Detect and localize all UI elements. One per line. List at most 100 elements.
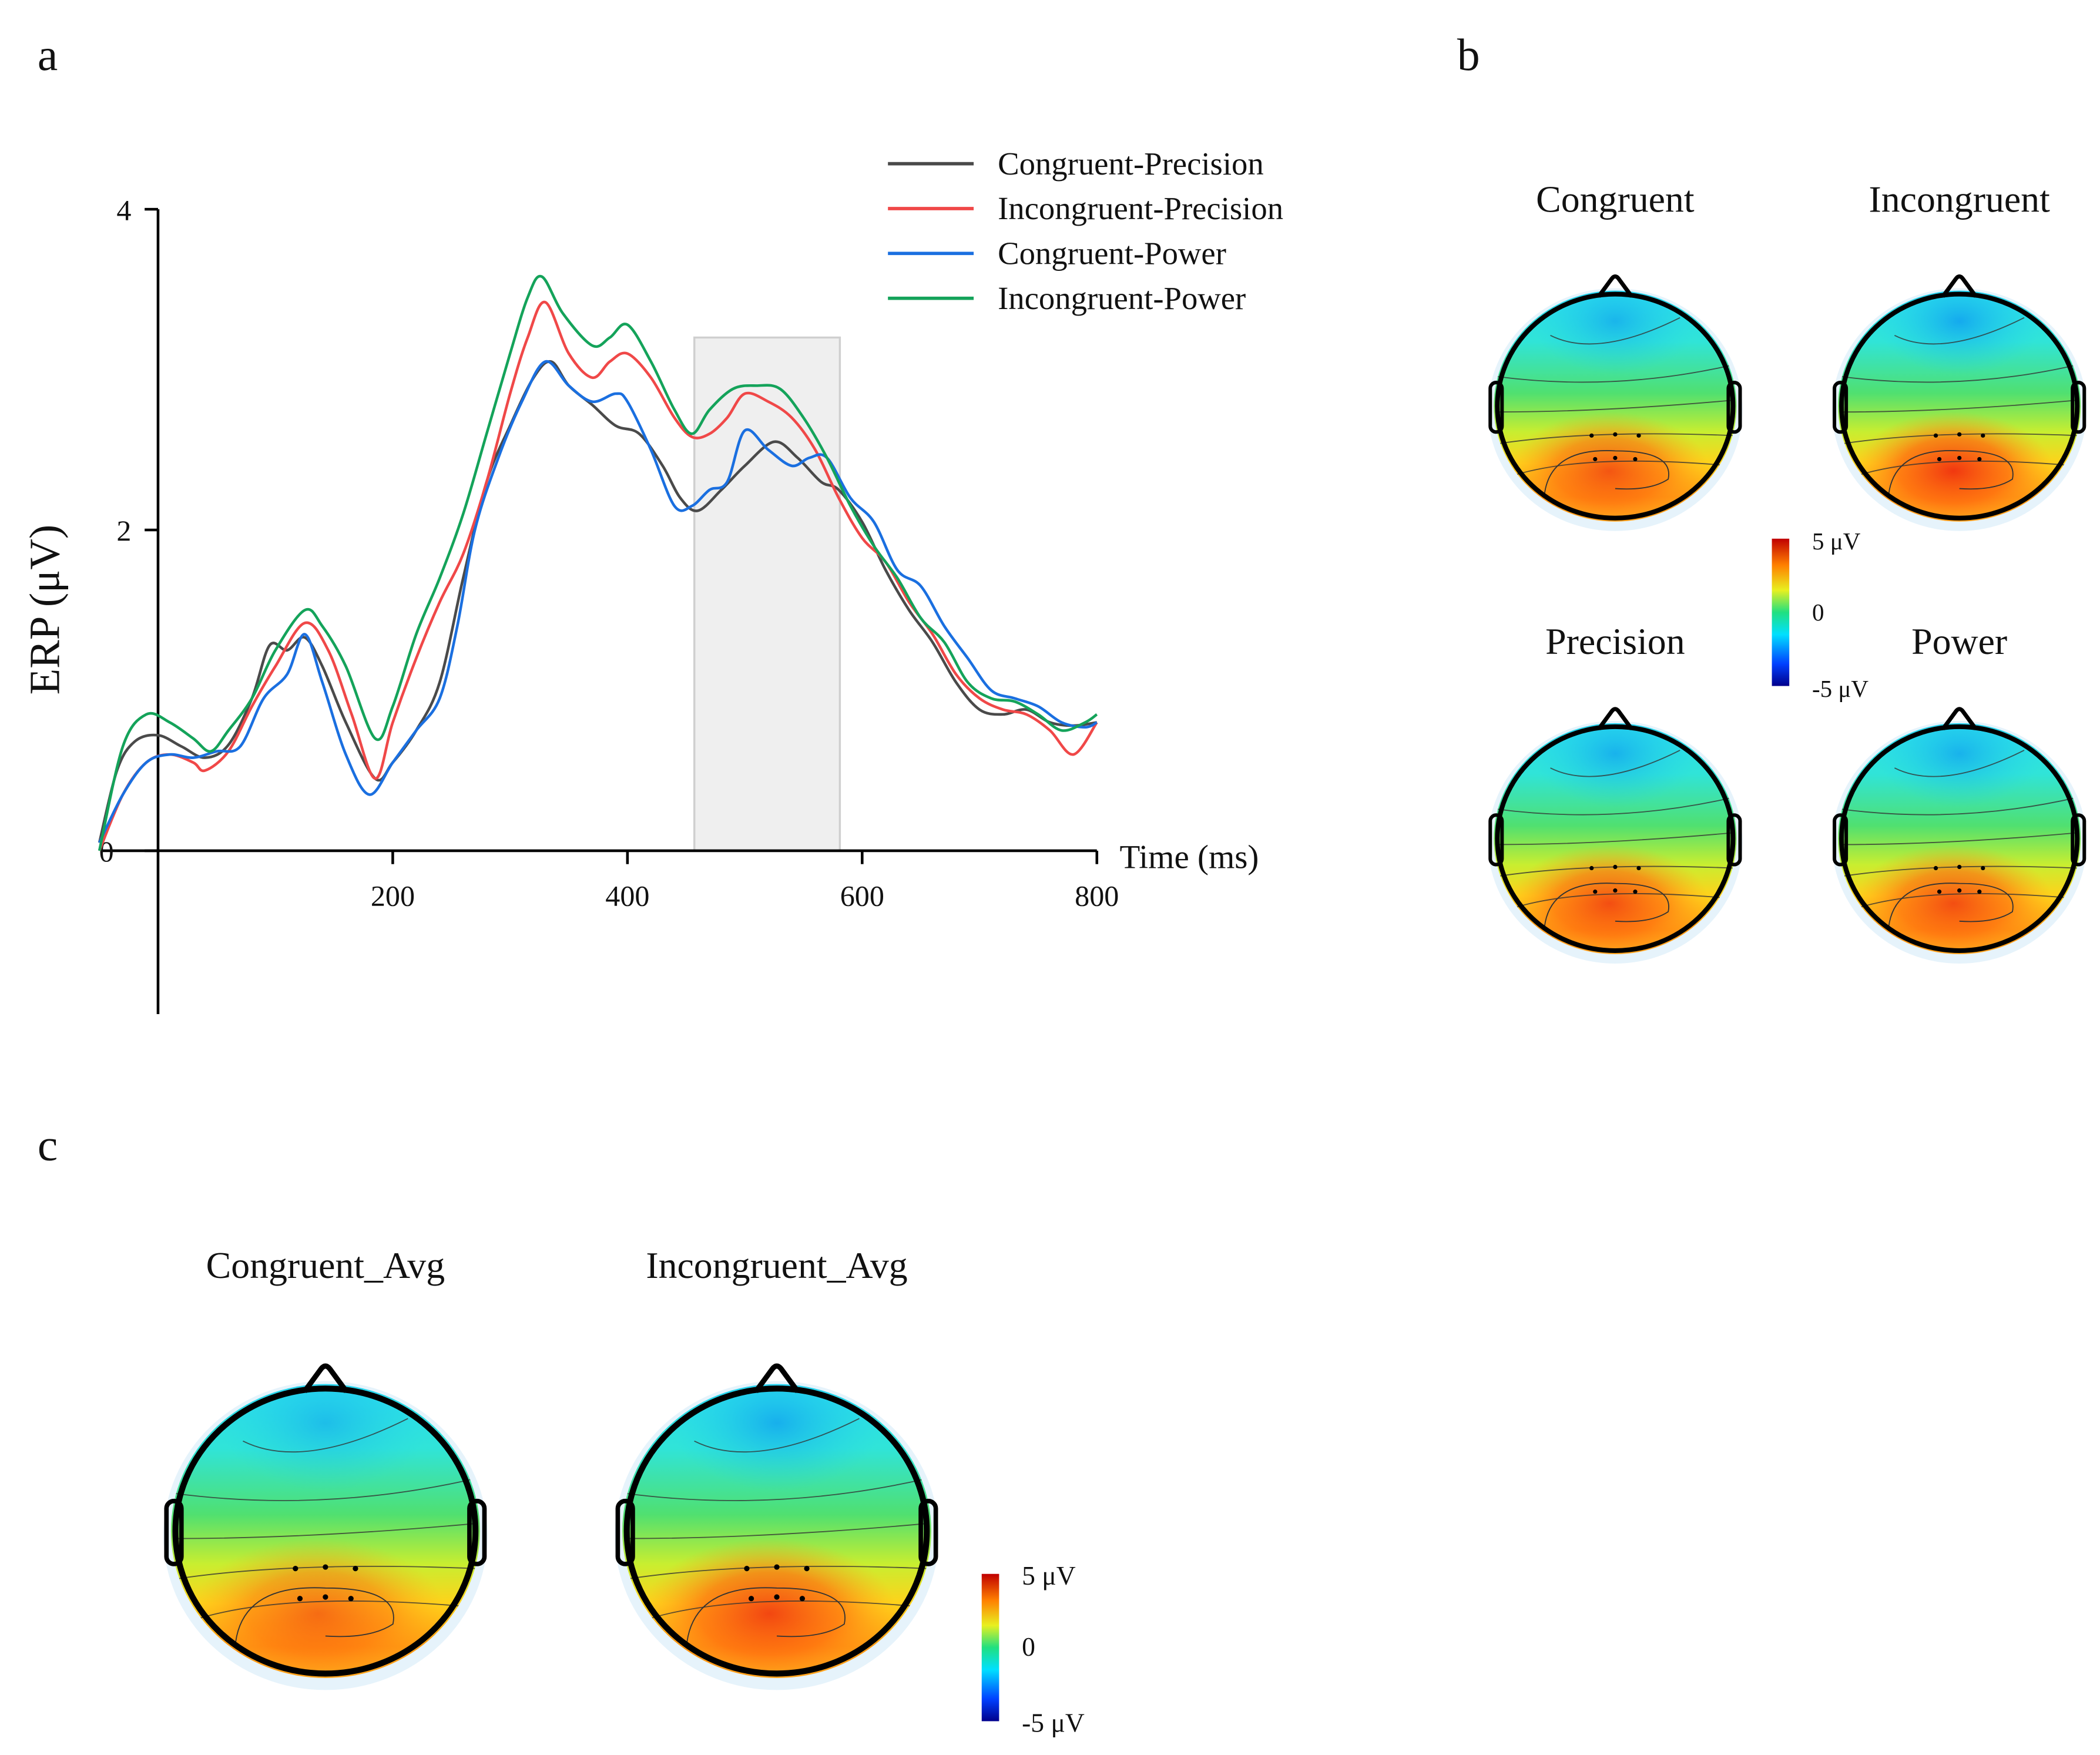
electrode-dot xyxy=(1633,457,1638,462)
contour-line xyxy=(1544,450,1669,495)
series-line-congruent-power xyxy=(98,360,1098,844)
ear-outline xyxy=(1488,813,1504,867)
contour-line xyxy=(686,1587,846,1644)
scalp-map xyxy=(1494,290,1737,522)
x-tick-label: 200 xyxy=(371,879,415,912)
scalp-map xyxy=(1838,290,2081,522)
electrode-dot xyxy=(1593,457,1598,462)
contour-line xyxy=(175,1565,476,1580)
contour-line xyxy=(1497,865,1733,877)
contour-line xyxy=(175,1478,476,1501)
ear-outline xyxy=(1833,381,1849,434)
y-tick-label: 2 xyxy=(116,514,131,547)
head-outline xyxy=(1839,291,2080,521)
contour-line xyxy=(1888,450,2014,495)
electrode-dot xyxy=(1977,890,1982,894)
scalp-map xyxy=(1838,723,2081,954)
electrode-dot xyxy=(1977,457,1982,462)
electrode-dot xyxy=(1589,433,1594,438)
colorbar-min-label: -5 μV xyxy=(1812,675,1868,702)
nose-outline xyxy=(302,1363,349,1394)
topomap-title: Incongruent xyxy=(1869,179,2051,220)
contour-line xyxy=(243,1418,408,1453)
contour-line xyxy=(1841,400,2078,413)
x-tick-label: 800 xyxy=(1075,879,1119,912)
contour-line xyxy=(1544,882,1669,927)
electrode-dot xyxy=(297,1596,303,1602)
ear-outline xyxy=(918,1498,938,1566)
contour-line xyxy=(1841,865,2078,877)
topomap-precision: Precision xyxy=(1488,620,1743,964)
topomap-congruent: Congruent xyxy=(1488,179,1743,531)
contour-line xyxy=(1841,433,2078,445)
contour-line xyxy=(1894,750,2025,777)
colorbar-min-label: -5 μV xyxy=(1022,1708,1085,1738)
ear-outline xyxy=(467,1498,487,1566)
electrode-dot xyxy=(1981,865,1985,871)
panel-label-b: b xyxy=(1457,29,1480,80)
nose-outline xyxy=(1596,707,1633,730)
electrode-dot xyxy=(1957,455,1962,461)
electrode-dot xyxy=(804,1566,810,1572)
topomap-title: Power xyxy=(1911,620,2007,662)
electrode-dot xyxy=(1593,890,1598,894)
colorbar: 5 μV 0 -5 μV xyxy=(1772,528,1868,702)
contour-line xyxy=(1894,317,2025,345)
electrode-dot xyxy=(1633,890,1638,894)
colorbar-mid-label: 0 xyxy=(1812,599,1824,626)
electrode-dot xyxy=(799,1596,806,1602)
legend-label-congruent-precision: Congruent-Precision xyxy=(998,146,1264,182)
nose-outline xyxy=(1941,274,1978,298)
y-axis-label: ERP (μV) xyxy=(21,525,68,695)
series-line-congruent-precision xyxy=(98,360,1098,843)
legend-label-congruent-power: Congruent-Power xyxy=(998,236,1226,271)
x-tick-label: 400 xyxy=(605,879,649,912)
series-line-incongruent-precision xyxy=(98,301,1098,851)
panel-label-c: c xyxy=(38,1119,58,1170)
electrode-dot xyxy=(1937,890,1942,894)
legend-label-incongruent-precision: Incongruent-Precision xyxy=(998,190,1283,226)
scalp-map xyxy=(1494,723,1737,954)
electrode-dot xyxy=(1933,865,1938,871)
ear-outline xyxy=(2071,381,2086,434)
colorbar: 5 μV 0 -5 μV xyxy=(981,1561,1085,1738)
contour-line xyxy=(1497,433,1733,445)
contour-line xyxy=(1853,460,2066,478)
ear-outline xyxy=(1726,813,1742,867)
electrode-dot xyxy=(323,1564,328,1570)
contour-line xyxy=(626,1565,927,1580)
topomap-incongruent_avg: Incongruent_Avg xyxy=(615,1244,939,1690)
electrode-dot xyxy=(1636,865,1641,871)
topomap-title: Incongruent_Avg xyxy=(646,1244,907,1286)
contour-line xyxy=(1841,364,2078,383)
topomap-congruent_avg: Congruent_Avg xyxy=(163,1244,488,1690)
electrode-dot xyxy=(1933,433,1938,438)
electrode-dot xyxy=(348,1596,354,1602)
electrode-dot xyxy=(1636,433,1641,438)
ear-outline xyxy=(1488,381,1504,434)
ear-outline xyxy=(2071,813,2086,867)
contour-line xyxy=(1497,364,1733,383)
topomap-power: Power xyxy=(1832,620,2087,964)
electrode-dot xyxy=(749,1596,754,1602)
contour-line xyxy=(234,1587,394,1644)
electrode-dot xyxy=(293,1566,298,1572)
x-tick-label: 600 xyxy=(840,879,884,912)
ear-outline xyxy=(615,1498,635,1566)
contour-line xyxy=(1497,797,1733,816)
electrode-dot xyxy=(1613,888,1618,893)
scalp-map xyxy=(622,1384,931,1678)
scalp-map xyxy=(170,1384,480,1678)
contour-line xyxy=(190,1600,461,1622)
electrode-dot xyxy=(1957,432,1962,437)
contour-line xyxy=(1497,832,1733,845)
ear-outline xyxy=(164,1498,184,1566)
colorbar-gradient xyxy=(1772,538,1790,686)
head-outline xyxy=(1495,291,1736,521)
electrode-dot xyxy=(1613,455,1618,461)
contour-line xyxy=(626,1523,927,1539)
contour-line xyxy=(641,1600,912,1622)
head-outline xyxy=(1495,724,1736,953)
head-outline xyxy=(1839,724,2080,953)
